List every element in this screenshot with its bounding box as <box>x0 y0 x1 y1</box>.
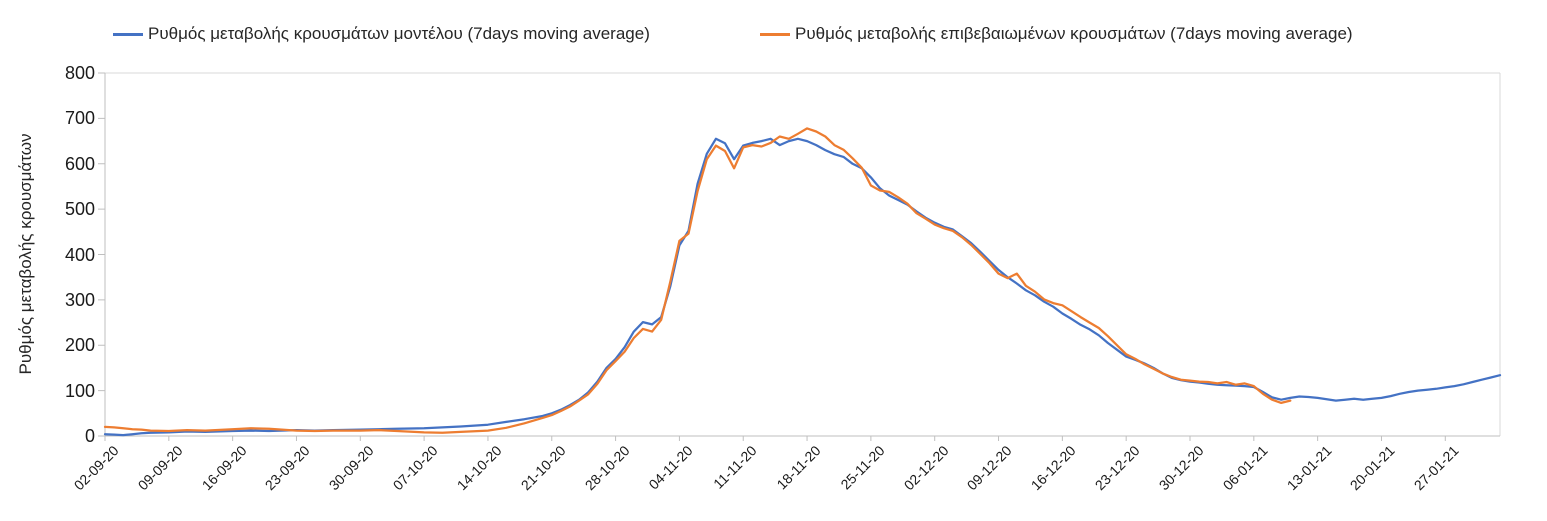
y-axis-title: Ρυθμός μεταβολής κρουσμάτων <box>16 133 35 375</box>
legend-label-confirmed: Ρυθμός μεταβολής επιβεβαιωμένων κρουσμάτ… <box>795 24 1353 43</box>
y-tick-label: 100 <box>64 380 95 401</box>
y-tick-label: 200 <box>64 335 95 356</box>
legend-item-confirmed: Ρυθμός μεταβολής επιβεβαιωμένων κρουσμάτ… <box>760 24 1353 44</box>
model-series-line-marker <box>113 32 143 36</box>
y-tick-label: 700 <box>64 108 95 129</box>
y-tick-label: 300 <box>64 289 95 310</box>
y-tick-label: 800 <box>64 63 95 83</box>
model-series-line <box>103 137 1502 437</box>
confirmed-series-line-marker <box>760 32 790 36</box>
y-tick-label: 0 <box>84 426 95 446</box>
legend-item-model: Ρυθμός μεταβολής κρουσμάτων μοντέλου (7d… <box>113 24 650 44</box>
legend-label-model: Ρυθμός μεταβολής κρουσμάτων μοντέλου (7d… <box>148 24 650 43</box>
confirmed-series-line <box>103 127 1292 434</box>
y-tick-label: 400 <box>64 244 95 265</box>
y-tick-label: 600 <box>64 153 95 174</box>
y-tick-label: 500 <box>64 199 95 220</box>
